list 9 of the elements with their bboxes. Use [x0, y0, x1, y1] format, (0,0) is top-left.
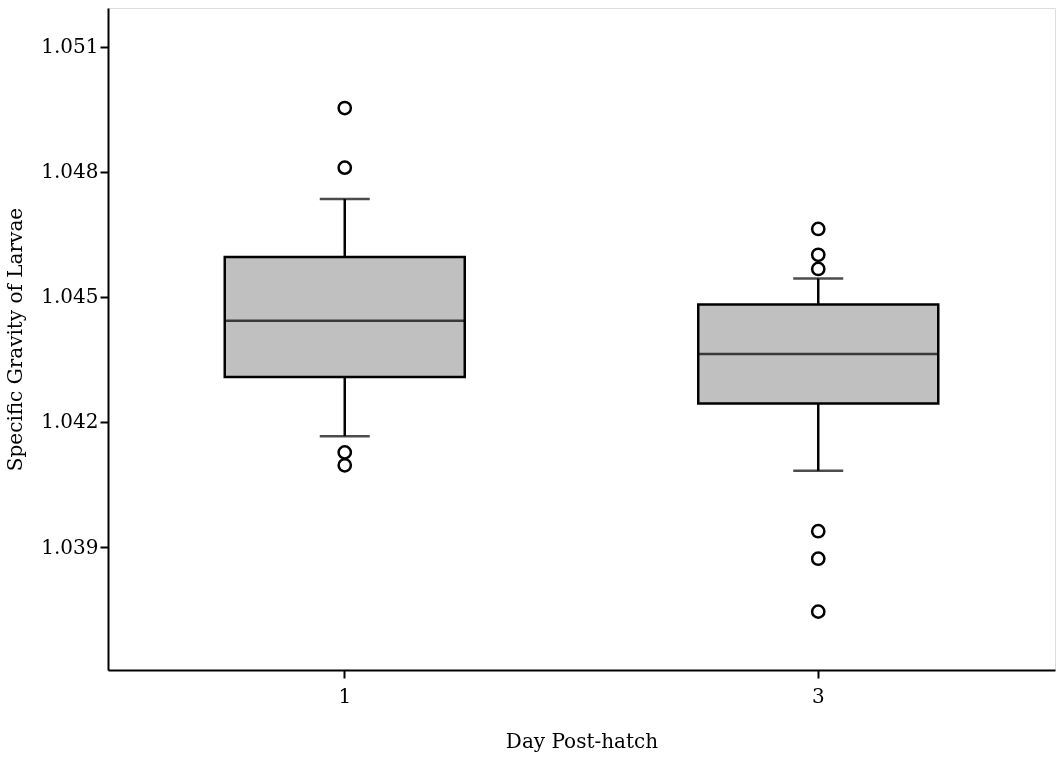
y-tick-label: 1.045 [41, 284, 99, 309]
y-tick-label: 1.042 [41, 409, 99, 434]
x-tick-label: 1 [338, 683, 352, 708]
y-tick-label: 1.039 [41, 534, 99, 559]
y-tick-label: 1.048 [41, 159, 99, 184]
x-tick-label: 3 [811, 683, 825, 708]
y-axis-title: Specific Gravity of Larvae [3, 207, 28, 472]
x-axis-title: Day Post-hatch [505, 728, 659, 753]
y-tick-label: 1.051 [41, 34, 99, 59]
